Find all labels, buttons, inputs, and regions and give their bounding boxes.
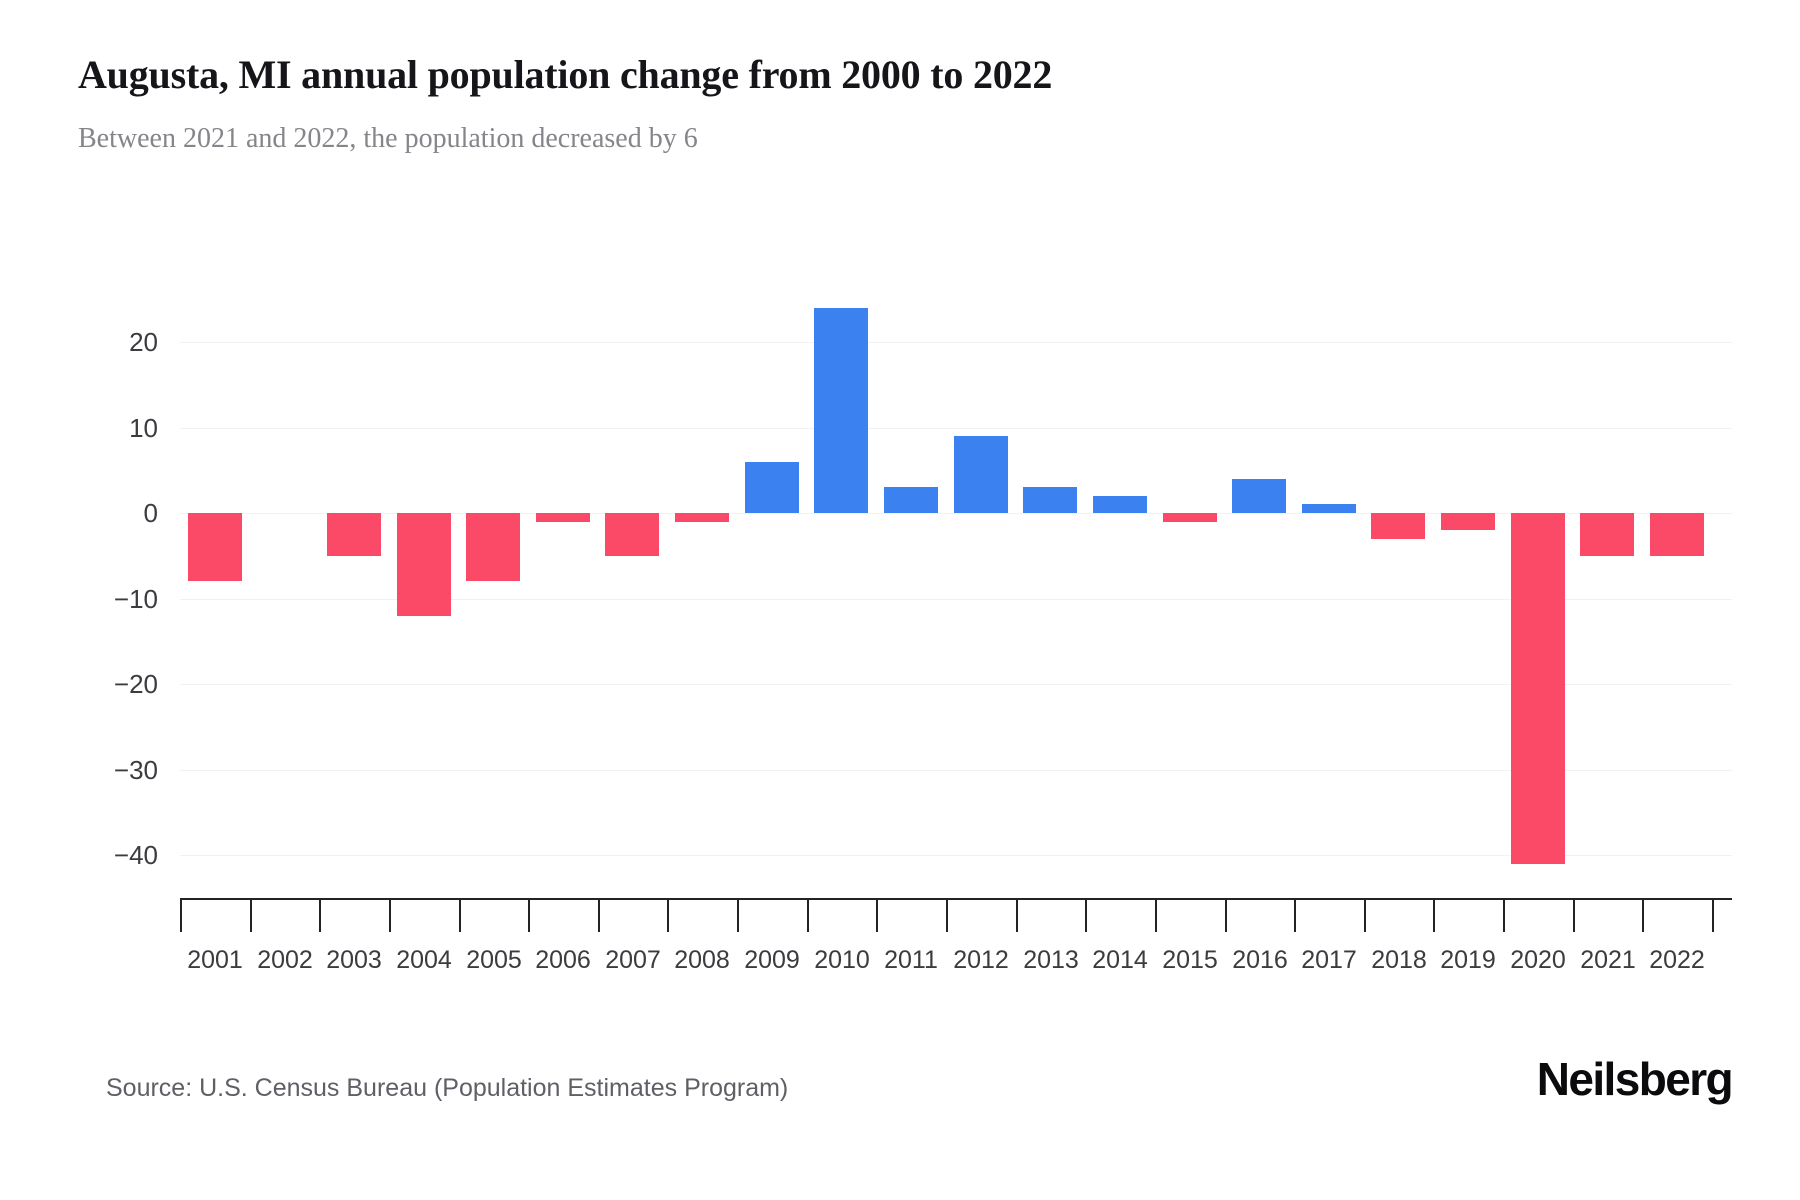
- y-axis-tick-label: −40: [113, 840, 158, 870]
- y-gridline: [180, 770, 1732, 771]
- x-axis-tick: [389, 900, 391, 932]
- y-axis-tick-label: 10: [129, 413, 158, 443]
- y-gridline: [180, 599, 1732, 600]
- x-axis-label-2009: 2009: [744, 946, 800, 974]
- bar-2022[interactable]: [1650, 513, 1704, 556]
- x-axis-label-2004: 2004: [396, 946, 452, 974]
- bar-2008[interactable]: [675, 513, 729, 522]
- bar-2011[interactable]: [884, 487, 938, 513]
- bar-2017[interactable]: [1302, 504, 1356, 513]
- x-axis-tick: [1016, 900, 1018, 932]
- bar-2005[interactable]: [466, 513, 520, 581]
- source-note: Source: U.S. Census Bureau (Population E…: [106, 1074, 789, 1102]
- x-axis-tick: [1294, 900, 1296, 932]
- bar-2018[interactable]: [1371, 513, 1425, 539]
- x-axis-tick: [1573, 900, 1575, 932]
- x-axis-tick: [667, 900, 669, 932]
- x-axis-label-2007: 2007: [605, 946, 661, 974]
- x-axis-label-2010: 2010: [814, 946, 870, 974]
- y-gridline: [180, 855, 1732, 856]
- page-subtitle: Between 2021 and 2022, the population de…: [78, 123, 698, 154]
- bar-2004[interactable]: [397, 513, 451, 616]
- x-axis-label-2018: 2018: [1371, 946, 1427, 974]
- x-axis-label-2022: 2022: [1649, 946, 1705, 974]
- x-axis-tick: [1225, 900, 1227, 932]
- x-axis-label-2012: 2012: [953, 946, 1009, 974]
- x-axis-tick: [946, 900, 948, 932]
- y-gridline: [180, 513, 1732, 514]
- x-axis-tick: [1712, 900, 1714, 932]
- bar-2010[interactable]: [814, 308, 868, 513]
- x-axis-tick: [180, 900, 182, 932]
- bar-2012[interactable]: [954, 436, 1008, 513]
- x-axis-label-2016: 2016: [1232, 946, 1288, 974]
- x-axis-label-2008: 2008: [674, 946, 730, 974]
- x-axis-label-2019: 2019: [1440, 946, 1496, 974]
- y-axis-tick-label: −10: [113, 584, 158, 614]
- bar-2013[interactable]: [1023, 487, 1077, 513]
- x-axis-tick: [319, 900, 321, 932]
- bar-2001[interactable]: [188, 513, 242, 581]
- x-axis-label-2015: 2015: [1162, 946, 1218, 974]
- x-axis-tick: [1642, 900, 1644, 932]
- bar-2021[interactable]: [1580, 513, 1634, 556]
- x-axis-tick: [1155, 900, 1157, 932]
- bar-2016[interactable]: [1232, 479, 1286, 513]
- bar-2015[interactable]: [1163, 513, 1217, 522]
- x-axis-label-2017: 2017: [1301, 946, 1357, 974]
- brand-logo: Neilsberg: [1536, 1053, 1734, 1105]
- x-axis-tick: [1503, 900, 1505, 932]
- x-axis-label-2013: 2013: [1023, 946, 1079, 974]
- bar-2014[interactable]: [1093, 496, 1147, 513]
- y-axis-tick-label: −20: [113, 669, 158, 699]
- x-axis-tick: [459, 900, 461, 932]
- x-axis-label-2002: 2002: [257, 946, 313, 974]
- bar-2006[interactable]: [536, 513, 590, 522]
- bar-2007[interactable]: [605, 513, 659, 556]
- y-gridline: [180, 342, 1732, 343]
- x-axis-label-2005: 2005: [466, 946, 522, 974]
- x-axis-tick: [250, 900, 252, 932]
- bar-2019[interactable]: [1441, 513, 1495, 530]
- x-axis-label-2020: 2020: [1510, 946, 1566, 974]
- x-axis-tick: [1433, 900, 1435, 932]
- y-axis-tick-label: 20: [129, 327, 158, 357]
- x-axis-label-2006: 2006: [535, 946, 591, 974]
- x-axis-label-2003: 2003: [326, 946, 382, 974]
- page-title: Augusta, MI annual population change fro…: [78, 52, 1053, 97]
- x-axis-label-2001: 2001: [187, 946, 243, 974]
- x-axis-tick: [876, 900, 878, 932]
- x-axis-label-2014: 2014: [1092, 946, 1148, 974]
- x-axis-label-2021: 2021: [1580, 946, 1636, 974]
- y-axis-tick-label: −30: [113, 755, 158, 785]
- y-gridline: [180, 428, 1732, 429]
- x-axis-line: [180, 898, 1732, 900]
- y-gridline: [180, 684, 1732, 685]
- x-axis-tick: [528, 900, 530, 932]
- x-axis-tick: [598, 900, 600, 932]
- x-axis-label-2011: 2011: [884, 946, 938, 974]
- x-axis-tick: [1364, 900, 1366, 932]
- x-axis-tick: [737, 900, 739, 932]
- bar-2020[interactable]: [1511, 513, 1565, 864]
- bar-2003[interactable]: [327, 513, 381, 556]
- bar-2009[interactable]: [745, 462, 799, 513]
- x-axis-tick: [1085, 900, 1087, 932]
- y-axis-tick-label: 0: [143, 498, 158, 528]
- x-axis-tick: [807, 900, 809, 932]
